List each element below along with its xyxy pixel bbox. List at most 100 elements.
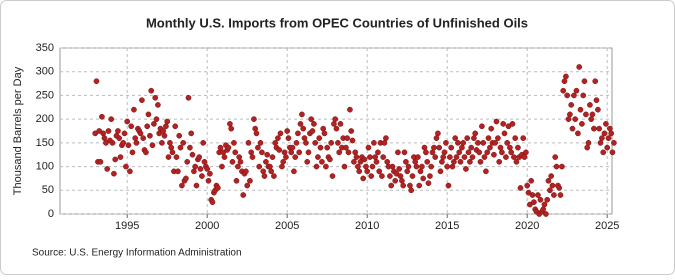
point bbox=[475, 140, 481, 146]
y-tick-label: 200 bbox=[36, 113, 54, 125]
point bbox=[488, 125, 495, 132]
point bbox=[236, 154, 243, 160]
point bbox=[443, 140, 449, 146]
point bbox=[447, 154, 453, 160]
point bbox=[259, 149, 265, 156]
point bbox=[205, 177, 212, 184]
point bbox=[432, 154, 439, 160]
point bbox=[315, 154, 321, 160]
point bbox=[425, 180, 432, 187]
point bbox=[200, 140, 207, 146]
y-tick-label: 100 bbox=[36, 160, 54, 172]
point bbox=[313, 163, 320, 170]
point bbox=[492, 140, 499, 146]
point bbox=[476, 149, 483, 156]
point bbox=[225, 144, 232, 151]
point bbox=[517, 185, 524, 191]
point bbox=[471, 135, 477, 141]
point bbox=[591, 125, 597, 132]
point bbox=[112, 156, 119, 163]
point bbox=[100, 130, 107, 137]
point bbox=[531, 199, 537, 205]
point bbox=[579, 121, 585, 127]
point bbox=[332, 116, 339, 122]
point bbox=[197, 166, 204, 172]
point bbox=[481, 154, 488, 160]
point bbox=[231, 140, 237, 146]
point bbox=[152, 94, 159, 101]
point bbox=[285, 135, 292, 141]
point bbox=[349, 137, 356, 144]
point bbox=[163, 123, 169, 130]
point bbox=[413, 163, 420, 170]
point bbox=[455, 140, 461, 146]
point bbox=[153, 116, 160, 122]
point bbox=[176, 132, 183, 139]
point bbox=[368, 173, 375, 179]
point bbox=[303, 140, 309, 146]
point bbox=[333, 125, 340, 132]
point bbox=[491, 151, 497, 158]
point bbox=[439, 158, 445, 165]
point bbox=[431, 144, 437, 151]
point bbox=[185, 94, 192, 101]
point bbox=[565, 116, 572, 122]
point bbox=[524, 182, 531, 189]
point bbox=[139, 97, 145, 104]
point bbox=[245, 140, 252, 146]
point bbox=[133, 140, 140, 146]
point bbox=[335, 140, 341, 146]
x-tick-label: 2010 bbox=[355, 220, 379, 232]
point bbox=[372, 154, 379, 160]
point bbox=[361, 156, 368, 163]
point bbox=[585, 140, 592, 146]
point bbox=[592, 78, 599, 85]
point bbox=[520, 135, 527, 141]
point bbox=[559, 163, 565, 170]
point bbox=[608, 130, 615, 137]
point bbox=[97, 158, 104, 165]
point bbox=[99, 113, 105, 120]
point bbox=[547, 187, 553, 194]
point bbox=[461, 154, 468, 160]
point bbox=[611, 140, 617, 146]
point bbox=[392, 177, 399, 184]
point bbox=[595, 106, 601, 113]
point bbox=[388, 182, 395, 189]
point bbox=[448, 144, 455, 151]
x-tick-label: 2020 bbox=[515, 220, 539, 232]
point bbox=[291, 168, 297, 175]
point bbox=[379, 173, 385, 179]
point bbox=[508, 149, 515, 156]
point bbox=[529, 192, 536, 198]
point bbox=[548, 173, 555, 179]
point bbox=[123, 163, 129, 170]
point bbox=[363, 163, 369, 170]
point bbox=[537, 196, 544, 203]
y-tick-label: 150 bbox=[36, 137, 54, 149]
point bbox=[336, 149, 343, 156]
point bbox=[329, 173, 336, 179]
point bbox=[515, 144, 521, 151]
point bbox=[600, 149, 607, 156]
point bbox=[381, 140, 388, 146]
point bbox=[219, 163, 225, 170]
point bbox=[523, 149, 529, 156]
point bbox=[272, 140, 279, 146]
point bbox=[159, 140, 165, 146]
point bbox=[457, 158, 464, 165]
point bbox=[428, 163, 435, 170]
point bbox=[440, 154, 447, 160]
point bbox=[544, 196, 551, 203]
point bbox=[415, 154, 421, 160]
point bbox=[380, 154, 387, 160]
point bbox=[444, 163, 451, 170]
point bbox=[484, 149, 491, 156]
point bbox=[441, 149, 448, 156]
point bbox=[355, 163, 361, 170]
point bbox=[280, 158, 287, 165]
point bbox=[120, 140, 127, 146]
point bbox=[121, 130, 128, 137]
point bbox=[593, 97, 600, 104]
y-axis-label: Thousand Barrels per Day bbox=[12, 66, 24, 195]
